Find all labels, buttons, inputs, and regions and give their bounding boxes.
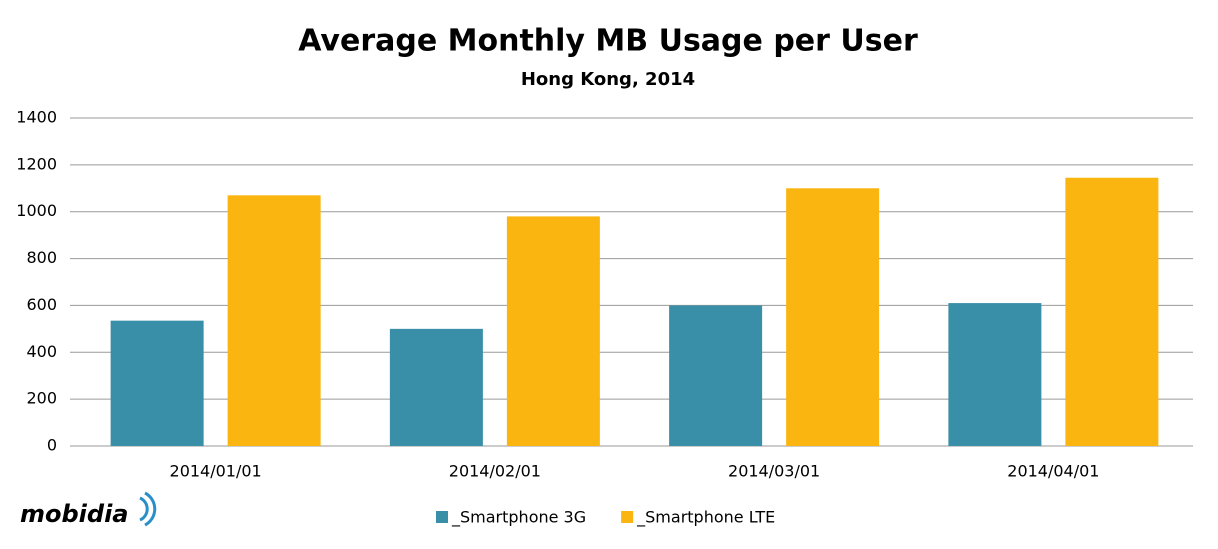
bar	[227, 195, 321, 446]
y-tick-label: 1400	[16, 108, 57, 127]
logo-wave	[144, 491, 157, 527]
bar	[786, 188, 880, 447]
y-tick-label: 400	[26, 342, 57, 361]
legend-label: _Smartphone 3G	[451, 508, 586, 528]
y-tick-label: 200	[26, 389, 57, 408]
y-tick-label: 0	[47, 436, 57, 455]
y-tick-label: 600	[26, 295, 57, 314]
bar	[506, 216, 600, 446]
legend-swatch	[621, 511, 634, 523]
bar	[669, 305, 763, 446]
bar	[948, 303, 1042, 446]
x-tick-label: 2014/01/01	[170, 462, 262, 481]
x-tick-label: 2014/03/01	[728, 462, 820, 481]
logo: mobidia	[20, 491, 157, 528]
y-tick-label: 1200	[16, 154, 57, 173]
legend-label: _Smartphone LTE	[636, 508, 775, 528]
x-tick-label: 2014/04/01	[1007, 462, 1099, 481]
bar	[389, 328, 483, 446]
chart-title: Average Monthly MB Usage per User	[298, 24, 918, 59]
x-tick-label: 2014/02/01	[449, 462, 541, 481]
logo-text: mobidia	[20, 500, 129, 528]
bar	[1065, 177, 1159, 446]
y-tick-label: 800	[26, 248, 57, 267]
chart-subtitle: Hong Kong, 2014	[521, 69, 695, 90]
logo-wave	[139, 496, 149, 522]
legend-swatch	[436, 511, 448, 523]
y-tick-label: 1000	[16, 201, 57, 220]
bar	[110, 320, 204, 446]
